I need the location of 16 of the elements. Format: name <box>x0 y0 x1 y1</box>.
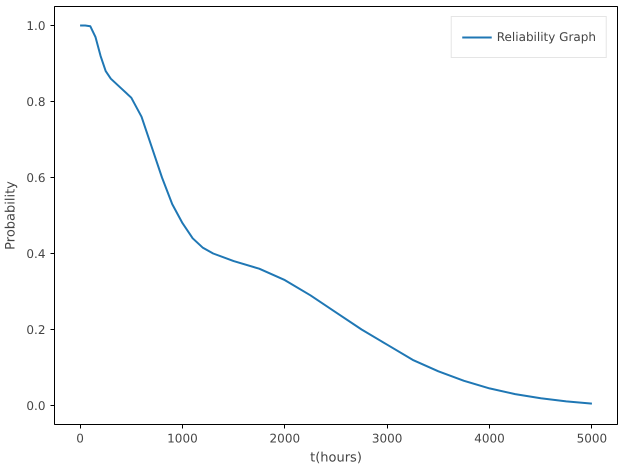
y-axis-title: Probability <box>3 180 18 250</box>
x-axis-title: t(hours) <box>310 450 362 466</box>
x-tick-label: 5000 <box>576 432 608 446</box>
x-tick-label: 1000 <box>167 432 198 446</box>
y-tick-label: 0.6 <box>26 171 46 185</box>
y-tick-label: 0.4 <box>26 247 46 261</box>
legend-label: Reliability Graph <box>496 30 596 44</box>
x-tick-label: 4000 <box>474 432 505 446</box>
y-tick-label: 0.2 <box>26 323 46 337</box>
y-tick-label: 0.8 <box>26 95 46 109</box>
x-tick-label: 3000 <box>372 432 402 446</box>
line-series <box>79 24 593 405</box>
x-tick-label: 2000 <box>270 432 300 446</box>
y-tick-label: 1.0 <box>26 19 46 33</box>
x-tick-label: 0 <box>76 432 84 446</box>
y-tick-label: 0.0 <box>26 399 46 413</box>
